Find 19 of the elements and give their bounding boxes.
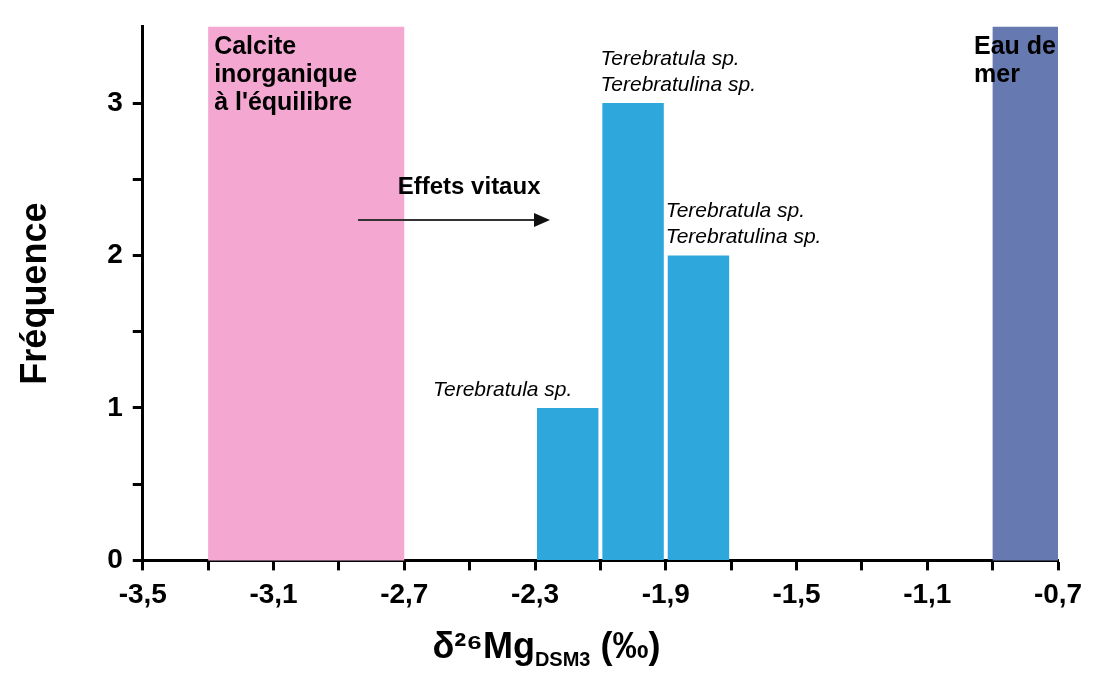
x-tick-label: -1,9 [641,577,690,609]
annotation: Terebratula sp. Terebratulina sp. [600,46,757,96]
annotation: Effets vitaux [397,172,541,200]
annotation: Terebratula sp. Terebratulina sp. [665,198,822,248]
x-tick-label: -0,7 [1033,577,1083,609]
x-tick-label: -3,5 [118,577,167,609]
band-label: Calcite inorganique à l'équilibre [214,31,358,116]
y-axis-title: Fréquence [12,202,54,385]
x-tick-label: -1,1 [903,577,952,609]
y-tick-label: 2 [107,238,123,270]
x-tick-label: -1,5 [772,577,821,609]
annotation: Terebratula sp. [433,376,573,400]
x-tick-label: -2,7 [380,577,429,609]
y-tick-label: 3 [107,85,123,117]
x-axis-title: δ²⁶Mg$_{DSM3}$ (‰) [431,625,662,672]
x-tick-label: -3,1 [249,577,298,609]
x-tick-label: -2,3 [510,577,560,609]
y-tick-label: 1 [107,390,123,422]
y-tick-label: 0 [107,543,123,575]
